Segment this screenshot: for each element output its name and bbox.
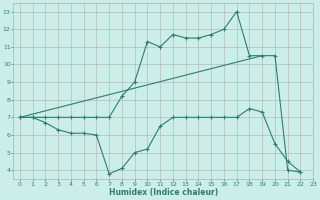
X-axis label: Humidex (Indice chaleur): Humidex (Indice chaleur) [109,188,218,197]
